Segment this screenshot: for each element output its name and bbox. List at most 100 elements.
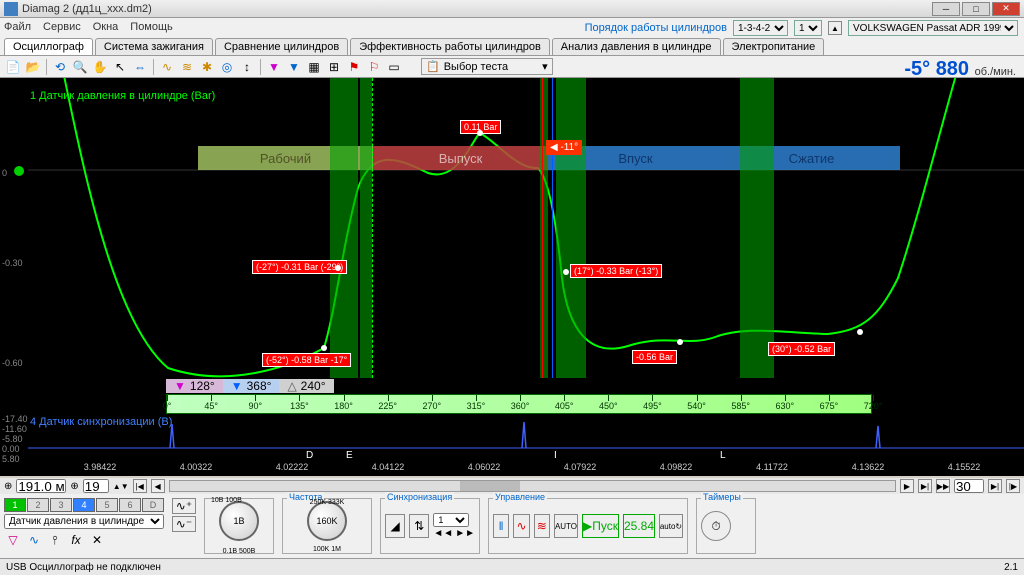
channel-button-6[interactable]: 6 [119,498,141,512]
channel-button-D[interactable]: D [142,498,164,512]
signal-source-select[interactable]: Датчик давления в цилиндре [4,514,164,529]
cursor-line[interactable] [372,78,373,378]
channel-button-4[interactable]: 4 [73,498,95,512]
maximize-button[interactable]: □ [962,2,990,16]
test-select-icon: 📋 [426,60,440,73]
tools-icon[interactable]: ✕ [88,531,106,549]
status-message: USB Осциллограф не подключен [6,562,161,573]
channel-button-3[interactable]: 3 [50,498,72,512]
pan-icon[interactable]: ✋ [91,58,109,76]
div-input[interactable] [83,479,109,493]
sync-mode1-button[interactable]: ◢ [385,514,405,538]
angle-readout: ▼128°▼368°△240° [166,378,334,394]
time-input[interactable] [16,479,66,493]
nav-last-button[interactable]: ▶▶ [936,479,950,493]
firing-order-select[interactable]: 1-3-4-2 [733,20,788,36]
filter3-icon[interactable]: ⫯ [46,531,64,549]
amp-down-button[interactable]: ∿⁻ [172,516,196,532]
filter1-icon[interactable]: ▽ [4,531,22,549]
cursor-line[interactable] [542,78,543,378]
horizontal-scrollbar[interactable] [169,480,896,492]
cyl-up-button[interactable]: ▲ [828,21,842,35]
vehicle-select[interactable]: VOLKSWAGEN Passat ADR 1999 [848,20,1018,36]
gear-icon[interactable]: ✱ [198,58,216,76]
tab-3[interactable]: Эффективность работы цилиндров [350,38,550,55]
sync-left-button[interactable]: ◄◄ [433,528,453,539]
pause-button[interactable]: ‖ [493,514,509,538]
menu-service[interactable]: Сервис [43,21,81,33]
marker2-icon[interactable]: ▼ [285,58,303,76]
test-select[interactable]: 📋 Выбор теста ▾ [421,58,553,75]
voltage-knob[interactable]: 1B [219,501,259,541]
cursor-icon[interactable]: ↖ [111,58,129,76]
pin-icon[interactable]: ⚑ [345,58,363,76]
grid-icon[interactable]: ▦ [305,58,323,76]
marker-dot [321,345,327,351]
marker1-icon[interactable]: ▼ [265,58,283,76]
nav-next-button[interactable]: ▶ [900,479,914,493]
multi-wave-button[interactable]: ≋ [534,514,550,538]
wave-mode-button[interactable]: ∿ [513,514,529,538]
tab-1[interactable]: Система зажигания [95,38,213,55]
auto-button[interactable]: AUTO [554,514,578,538]
play-button[interactable]: ▶ Пуск [582,514,619,538]
flag-icon[interactable]: ⚐ [365,58,383,76]
menu-windows[interactable]: Окна [93,21,119,33]
cursor-line[interactable] [552,78,553,378]
doc-icon[interactable]: ▭ [385,58,403,76]
nav-step-button[interactable]: ▶| [918,479,932,493]
nav-prev-button[interactable]: ◀ [151,479,165,493]
cylinder-select[interactable]: 1 [794,20,822,36]
ruler-tick-label: 360° [511,401,530,411]
nav-end-button[interactable]: ▶| [988,479,1002,493]
zoom-full-icon[interactable]: ⟲ [51,58,69,76]
sync-ch-select[interactable]: 1 [433,513,469,527]
target-icon[interactable]: ◎ [218,58,236,76]
timers-label: Таймеры [701,492,743,502]
window-title: Diamag 2 (дд1ц_xxx.dm2) [22,3,932,15]
nav-end2-button[interactable]: |▶ [1006,479,1020,493]
filter2-icon[interactable]: ∿ [25,531,43,549]
menu-file[interactable]: Файл [4,21,31,33]
measure-icon[interactable]: ⇔ [131,58,149,76]
zoom-in-icon[interactable]: 🔍 [71,58,89,76]
wave2-icon[interactable]: ≋ [178,58,196,76]
ruler-tick-label: 450° [599,401,618,411]
tab-0[interactable]: Осциллограф [4,38,93,55]
phase-zone [556,78,586,378]
auto2-button[interactable]: auto↻ [659,514,683,538]
control-label: Управление [493,492,547,502]
page-input[interactable] [954,479,984,493]
channel-button-5[interactable]: 5 [96,498,118,512]
y-tick: 0 [2,168,7,178]
close-button[interactable]: ✕ [992,2,1020,16]
menu-help[interactable]: Помощь [130,21,173,33]
ruler-tick-label: 495° [643,401,662,411]
sync-right-button[interactable]: ►► [455,528,475,539]
tab-5[interactable]: Электропитание [723,38,825,55]
sync-mode2-button[interactable]: ⇅ [409,514,429,538]
tab-4[interactable]: Анализ давления в цилиндре [552,38,721,55]
wave1-icon[interactable]: ∿ [158,58,176,76]
amp-up-button[interactable]: ∿⁺ [172,498,196,514]
channel-buttons: 123456D Датчик давления в цилиндре ▽ ∿ ⫯… [4,498,164,554]
time-tick-label: 3.98422 [84,462,117,472]
frequency-knob[interactable]: 160K [307,501,347,541]
marker-dot [677,339,683,345]
angle-value: ▼368° [223,379,280,393]
timer-button[interactable]: ⏱ [701,511,731,541]
channel-button-2[interactable]: 2 [27,498,49,512]
time-tick-label: 4.11722 [756,462,788,472]
minimize-button[interactable]: ─ [932,2,960,16]
open-icon[interactable]: 📂 [24,58,42,76]
fx-icon[interactable]: fx [67,531,85,549]
tab-2[interactable]: Сравнение цилиндров [215,38,348,55]
sort-icon[interactable]: ↕ [238,58,256,76]
new-icon[interactable]: 📄 [4,58,22,76]
marker-dot [335,265,341,271]
nav-first-button[interactable]: |◀ [133,479,147,493]
channel-button-1[interactable]: 1 [4,498,26,512]
marker-dot [563,269,569,275]
ruler-icon[interactable]: ⊞ [325,58,343,76]
zero-marker-icon [14,166,24,176]
